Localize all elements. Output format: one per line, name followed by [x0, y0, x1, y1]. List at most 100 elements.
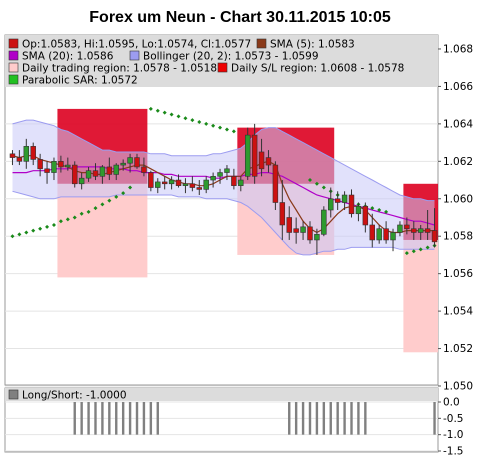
ls-y-axis-ticks: 0.0 -0.5 -1.0 -1.5: [438, 397, 464, 457]
sar-point: [121, 191, 126, 196]
candle-body: [120, 162, 126, 166]
sar-point: [107, 198, 112, 203]
candle: [286, 206, 292, 240]
candle: [314, 228, 320, 255]
candle-body: [279, 202, 286, 226]
sar-point: [418, 247, 423, 252]
ls-legend-box: [5, 388, 438, 401]
candle-body: [424, 228, 431, 233]
candle: [224, 165, 230, 181]
candle: [161, 176, 168, 190]
y-tick-label: 1.062: [443, 156, 473, 168]
ls-bar: [73, 402, 76, 435]
legend-swatch-sma5: [256, 38, 267, 49]
candle-body: [30, 146, 36, 160]
candle: [85, 166, 92, 182]
legend-label-bollinger: Bollinger (20, 2): 1.0573 - 1.0599: [143, 51, 319, 63]
candle-body: [161, 181, 168, 185]
candle-body: [141, 166, 147, 173]
candle: [238, 176, 244, 192]
legend-swatch-trading-region: [8, 62, 19, 73]
sar-point: [45, 224, 50, 229]
candle: [231, 168, 237, 190]
ls-bar: [156, 402, 159, 435]
legend-label-ohlc: Op:1.0583, Hi:1.0595, Lo:1.0574, Cl:1.05…: [22, 39, 251, 51]
legend-label-long-short: Long/Short: -1.0000: [22, 390, 127, 402]
ls-y-tick-label: 0.0: [443, 397, 460, 409]
candle-body: [355, 205, 362, 215]
ls-bar: [149, 402, 153, 435]
candle-body: [65, 164, 71, 168]
candle: [341, 191, 348, 210]
candle: [417, 224, 424, 240]
candle-body: [348, 194, 355, 215]
ls-bar: [343, 402, 346, 435]
candle: [424, 210, 431, 240]
y-tick-label: 1.064: [443, 118, 473, 130]
y-tick-label: 1.056: [443, 268, 473, 280]
candle-body: [411, 228, 417, 233]
candle: [51, 157, 57, 181]
candle: [99, 165, 106, 184]
sar-point: [169, 112, 174, 117]
candle: [23, 138, 30, 169]
candle: [44, 161, 50, 184]
sar-point: [100, 202, 105, 207]
y-tick-label: 1.068: [443, 43, 473, 55]
candle-body: [244, 134, 251, 177]
sar-point: [224, 127, 229, 132]
candle: [148, 170, 154, 192]
sar-point: [128, 185, 133, 190]
legend-label-trading-region: Daily trading region: 1.0578 - 1.0518: [22, 63, 217, 75]
ls-bar: [115, 402, 118, 435]
candle: [30, 142, 36, 166]
candle: [113, 163, 119, 181]
candle: [411, 221, 417, 240]
ls-bar: [336, 402, 339, 435]
candle-body: [203, 179, 209, 190]
candle-body: [307, 226, 313, 241]
legend-label-sma20: SMA (20): 1.0586: [22, 51, 114, 63]
candle: [182, 178, 189, 194]
candle: [175, 174, 182, 188]
candle-body: [217, 172, 223, 177]
ls-bar: [322, 402, 326, 435]
sar-point: [411, 249, 416, 254]
candle-body: [148, 172, 154, 188]
candle: [300, 221, 306, 240]
bollinger-band: [12, 120, 435, 255]
legend-label-sma5: SMA (5): 1.0583: [270, 39, 355, 51]
candle-body: [362, 205, 369, 226]
candle-body: [155, 181, 161, 188]
candle-body: [376, 228, 382, 241]
trading-region: [57, 183, 148, 278]
candle-body: [127, 157, 133, 164]
legend-label-sl-region: Daily S/L region: 1.0608 - 1.0578: [231, 63, 404, 75]
sar-point: [72, 215, 77, 220]
y-tick-label: 1.066: [443, 81, 473, 93]
candle: [376, 224, 382, 244]
ls-y-tick-label: -1.5: [443, 446, 464, 457]
ls-bar: [128, 402, 132, 435]
sar-point: [377, 208, 382, 212]
y-tick-label: 1.054: [443, 306, 473, 318]
sar-point: [370, 206, 375, 211]
candle-body: [23, 146, 30, 162]
sar-point: [314, 181, 319, 186]
legend-swatch-bollinger: [129, 50, 140, 61]
ls-bar: [329, 402, 332, 435]
sar-point: [10, 234, 15, 239]
candle: [78, 172, 85, 190]
candle: [210, 172, 216, 188]
candle: [265, 150, 272, 173]
candle: [58, 155, 64, 173]
legend-item-trading-region: Daily trading region: 1.0578 - 1.0518: [8, 62, 217, 75]
candle: [431, 208, 438, 248]
legend-swatch-sl-region: [217, 62, 228, 73]
legend-swatch-long-short: [8, 389, 19, 400]
sar-point: [17, 232, 22, 237]
y-tick-label: 1.060: [443, 193, 473, 205]
legend-item-bollinger: Bollinger (20, 2): 1.0573 - 1.0599: [129, 50, 319, 63]
y-tick-label: 1.052: [443, 343, 473, 355]
candle-body: [51, 161, 57, 173]
